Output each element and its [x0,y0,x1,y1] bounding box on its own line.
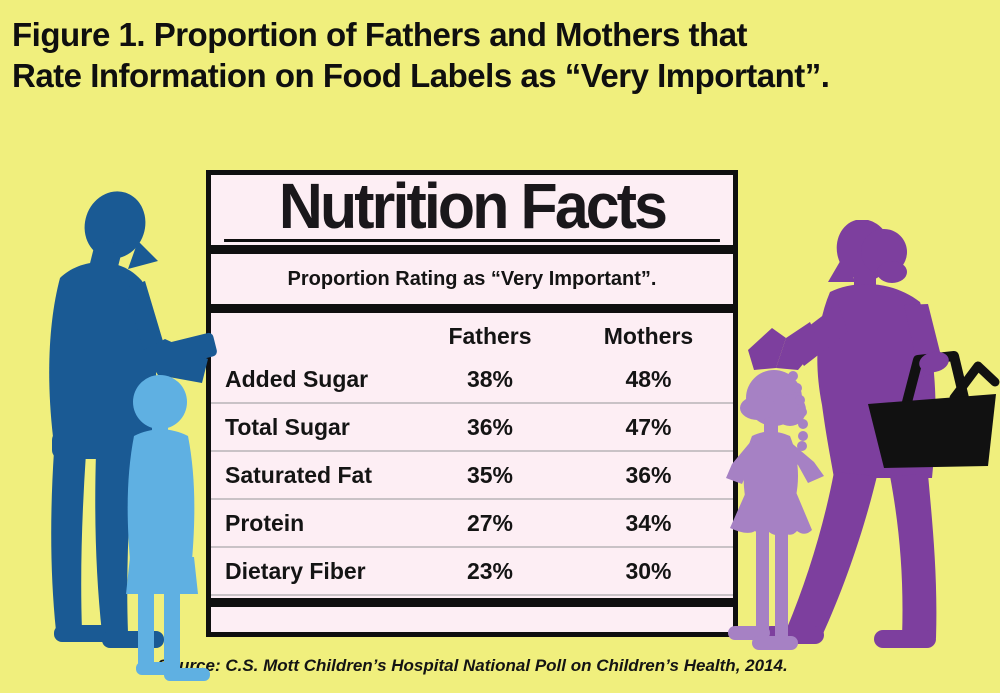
row-label: Added Sugar [225,365,369,392]
mothers-value: 47% [625,413,672,440]
divider-bar [211,598,733,607]
fathers-value: 36% [466,413,514,440]
ratings-table: Fathers Mothers Added Sugar 38% 48% Tota… [211,316,733,596]
source-caption: Source: C.S. Mott Children’s Hospital Na… [157,656,788,675]
girl-silhouette [726,370,824,650]
fathers-value: 38% [466,365,514,392]
table-header-row: Fathers Mothers [211,316,733,356]
figure-title-line2: Rate Information on Food Labels as “Very… [12,57,830,94]
table-row: Total Sugar 36% 47% [211,404,733,452]
braid [788,371,808,451]
column-header-fathers: Fathers [448,322,532,349]
panel-footer-space [211,610,733,632]
row-label: Protein [225,509,305,536]
mother-hand [919,351,949,373]
divider-bar [211,245,733,254]
table-row: Saturated Fat 35% 36% [211,452,733,500]
row-label: Total Sugar [225,413,350,440]
table-row: Protein 27% 34% [211,500,733,548]
mothers-value: 48% [625,365,672,392]
mothers-value: 34% [625,509,672,536]
fathers-value: 27% [466,509,514,536]
child-silhouette [126,375,210,681]
table-row: Added Sugar 38% 48% [211,356,733,404]
row-label: Saturated Fat [225,461,372,488]
figure-title-line1: Figure 1. Proportion of Fathers and Moth… [12,16,748,53]
divider-bar [211,304,733,313]
table-row: Dietary Fiber 23% 30% [211,548,733,596]
panel-title: Nutrition Facts [224,174,720,242]
row-label: Dietary Fiber [225,557,366,584]
panel-subtitle: Proportion Rating as “Very Important”. [287,268,657,290]
fathers-value: 23% [466,557,514,584]
shopping-basket [868,351,1000,468]
fathers-value: 35% [466,461,514,488]
mothers-value: 30% [625,557,672,584]
father-silhouette [49,191,217,648]
figure-title: Figure 1. Proportion of Fathers and Moth… [12,14,992,96]
mothers-value: 36% [625,461,672,488]
column-header-mothers: Mothers [603,322,694,349]
nutrition-facts-panel: Nutrition Facts Proportion Rating as “Ve… [206,170,738,637]
